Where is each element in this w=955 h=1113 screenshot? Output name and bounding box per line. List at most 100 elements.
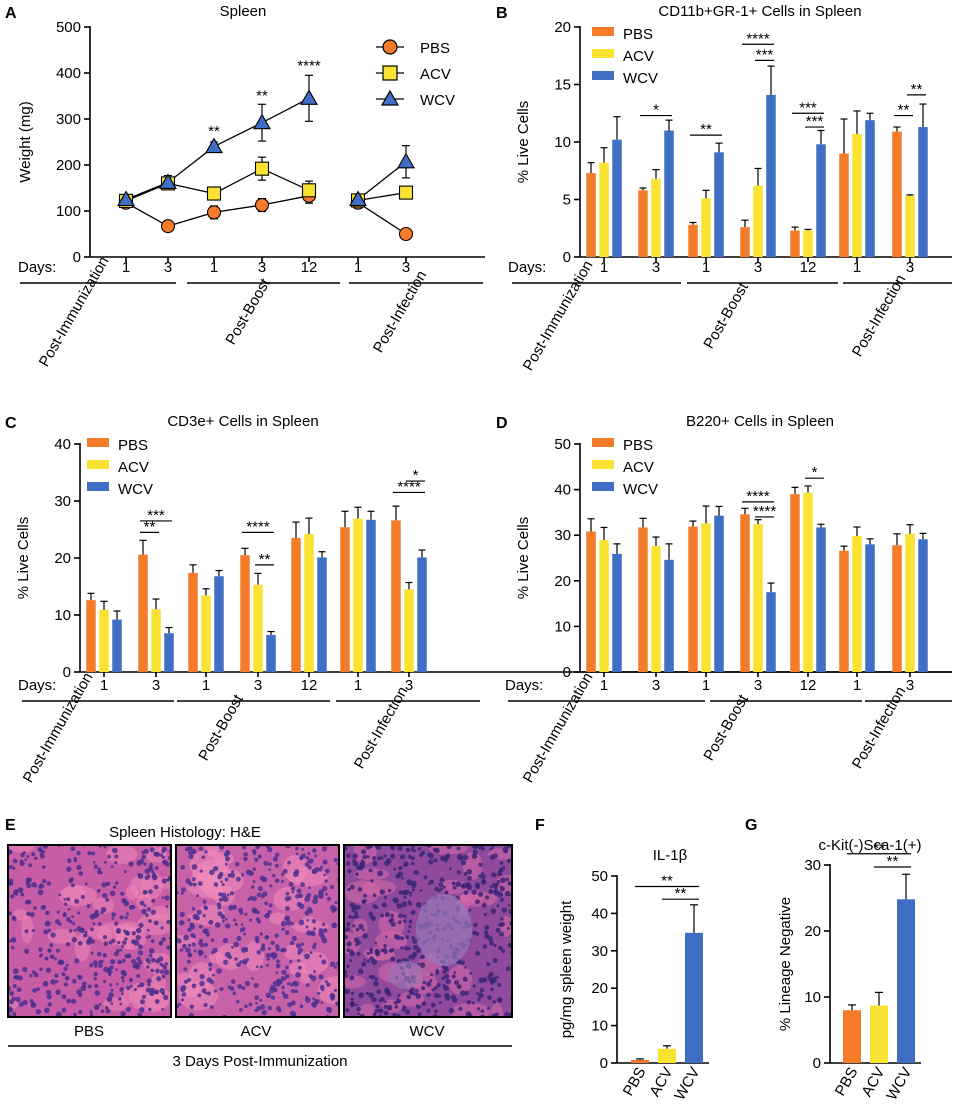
data-point-pbs (254, 197, 270, 213)
histology-nucleus (306, 930, 312, 936)
histology-nucleus (493, 944, 497, 948)
histology-nucleus (139, 982, 145, 988)
histology-nucleus (450, 994, 457, 1001)
histology-nucleus (313, 894, 319, 900)
histology-nucleus (105, 1006, 109, 1010)
histology-nucleus (375, 952, 380, 957)
day-tick-label: 3 (754, 259, 762, 276)
histology-nucleus (419, 889, 423, 892)
histology-nucleus (350, 991, 355, 996)
histology-nucleus (403, 861, 409, 867)
chart-title: c-Kit(-)Sca-1(+) (819, 837, 922, 854)
histology-nucleus (46, 881, 52, 886)
histology-nucleus (421, 1001, 427, 1007)
histology-nucleus (180, 891, 184, 895)
histology-nucleus (126, 986, 131, 990)
histology-nucleus (196, 909, 202, 915)
histology-nucleus (499, 931, 505, 937)
histology-nucleus (396, 903, 403, 909)
panel-a-weight-line-chart: Spleen 0 100 200 300 400 500 Weight (mg) Days: 1 3… (17, 3, 485, 370)
histology-nucleus (351, 905, 356, 910)
histology-red-region (344, 975, 367, 989)
histology-nucleus (148, 953, 153, 958)
histology-nucleus (147, 934, 152, 938)
histology-nucleus (14, 889, 19, 894)
histology-nucleus (181, 943, 187, 949)
histology-nucleus (119, 948, 123, 952)
histology-nucleus (202, 914, 206, 918)
legend-label: WCV (118, 481, 153, 498)
histology-nucleus (356, 1006, 361, 1012)
histology-nucleus (12, 858, 18, 864)
significance-label: **** (397, 478, 421, 495)
histology-nucleus (426, 1008, 431, 1013)
day-tick-label: 12 (800, 259, 817, 276)
histology-nucleus (28, 863, 33, 868)
histology-nucleus (31, 882, 37, 888)
histology-red-region (208, 951, 224, 964)
histology-nucleus (69, 920, 73, 924)
histology-nucleus (228, 905, 234, 911)
histology-nucleus (409, 894, 412, 897)
histology-nucleus (29, 999, 34, 1003)
histology-nucleus (89, 927, 94, 932)
legend-swatch (87, 438, 109, 447)
bar-pbs (839, 550, 849, 672)
histology-nucleus (392, 1012, 397, 1017)
histology-nucleus (506, 966, 511, 972)
histology-nucleus (192, 934, 196, 939)
histology-nucleus (368, 975, 372, 979)
histology-nucleus (290, 886, 296, 891)
histology-nucleus (9, 991, 15, 996)
histology-nucleus (298, 919, 305, 926)
histology-nucleus (268, 868, 272, 871)
histology-nucleus (304, 862, 310, 867)
histology-nucleus (498, 946, 503, 951)
histology-nucleus (233, 918, 237, 922)
histology-nucleus (8, 1007, 13, 1013)
histology-nucleus (415, 901, 422, 908)
histology-nucleus (499, 877, 506, 884)
legend-label: PBS (420, 40, 450, 57)
bar-pbs (790, 230, 800, 257)
histology-nucleus (318, 974, 324, 980)
histology-nucleus (196, 894, 200, 898)
histology-nucleus (133, 988, 137, 991)
bar-wcv (714, 152, 724, 257)
histology-nucleus (117, 959, 122, 965)
histology-nucleus (243, 852, 248, 857)
histology-nucleus (374, 1008, 379, 1014)
significance-label: **** (746, 488, 770, 505)
histology-nucleus (193, 968, 198, 973)
histology-nucleus (480, 873, 486, 880)
histology-nucleus (323, 873, 327, 877)
histology-nucleus (289, 982, 294, 987)
histology-nucleus (479, 987, 485, 993)
histology-nucleus (84, 931, 88, 934)
histology-nucleus (314, 854, 318, 858)
histology-nucleus (8, 864, 14, 870)
histology-nucleus (299, 1004, 304, 1009)
histology-nucleus (276, 979, 282, 985)
histology-nucleus (442, 969, 447, 974)
histology-nucleus (475, 991, 479, 995)
bar-wcv (865, 120, 875, 258)
histology-nucleus (398, 865, 403, 871)
histology-nucleus (333, 858, 338, 862)
panel-label-b: B (496, 5, 508, 22)
histology-nucleus (72, 922, 76, 926)
significance-label: ** (259, 551, 271, 568)
histology-nucleus (110, 988, 114, 992)
histology-nucleus (409, 891, 413, 895)
histology-nucleus (380, 948, 385, 953)
histology-nucleus (31, 928, 35, 933)
histology-nucleus (487, 995, 492, 1000)
legend-label: PBS (623, 437, 653, 454)
histology-nucleus (444, 890, 449, 895)
histology-nucleus (285, 973, 290, 979)
histology-nucleus (259, 932, 264, 936)
histology-nucleus (318, 931, 325, 937)
histology-nucleus (412, 888, 416, 892)
y-tick-label: 10 (554, 618, 571, 635)
histology-nucleus (346, 922, 351, 927)
